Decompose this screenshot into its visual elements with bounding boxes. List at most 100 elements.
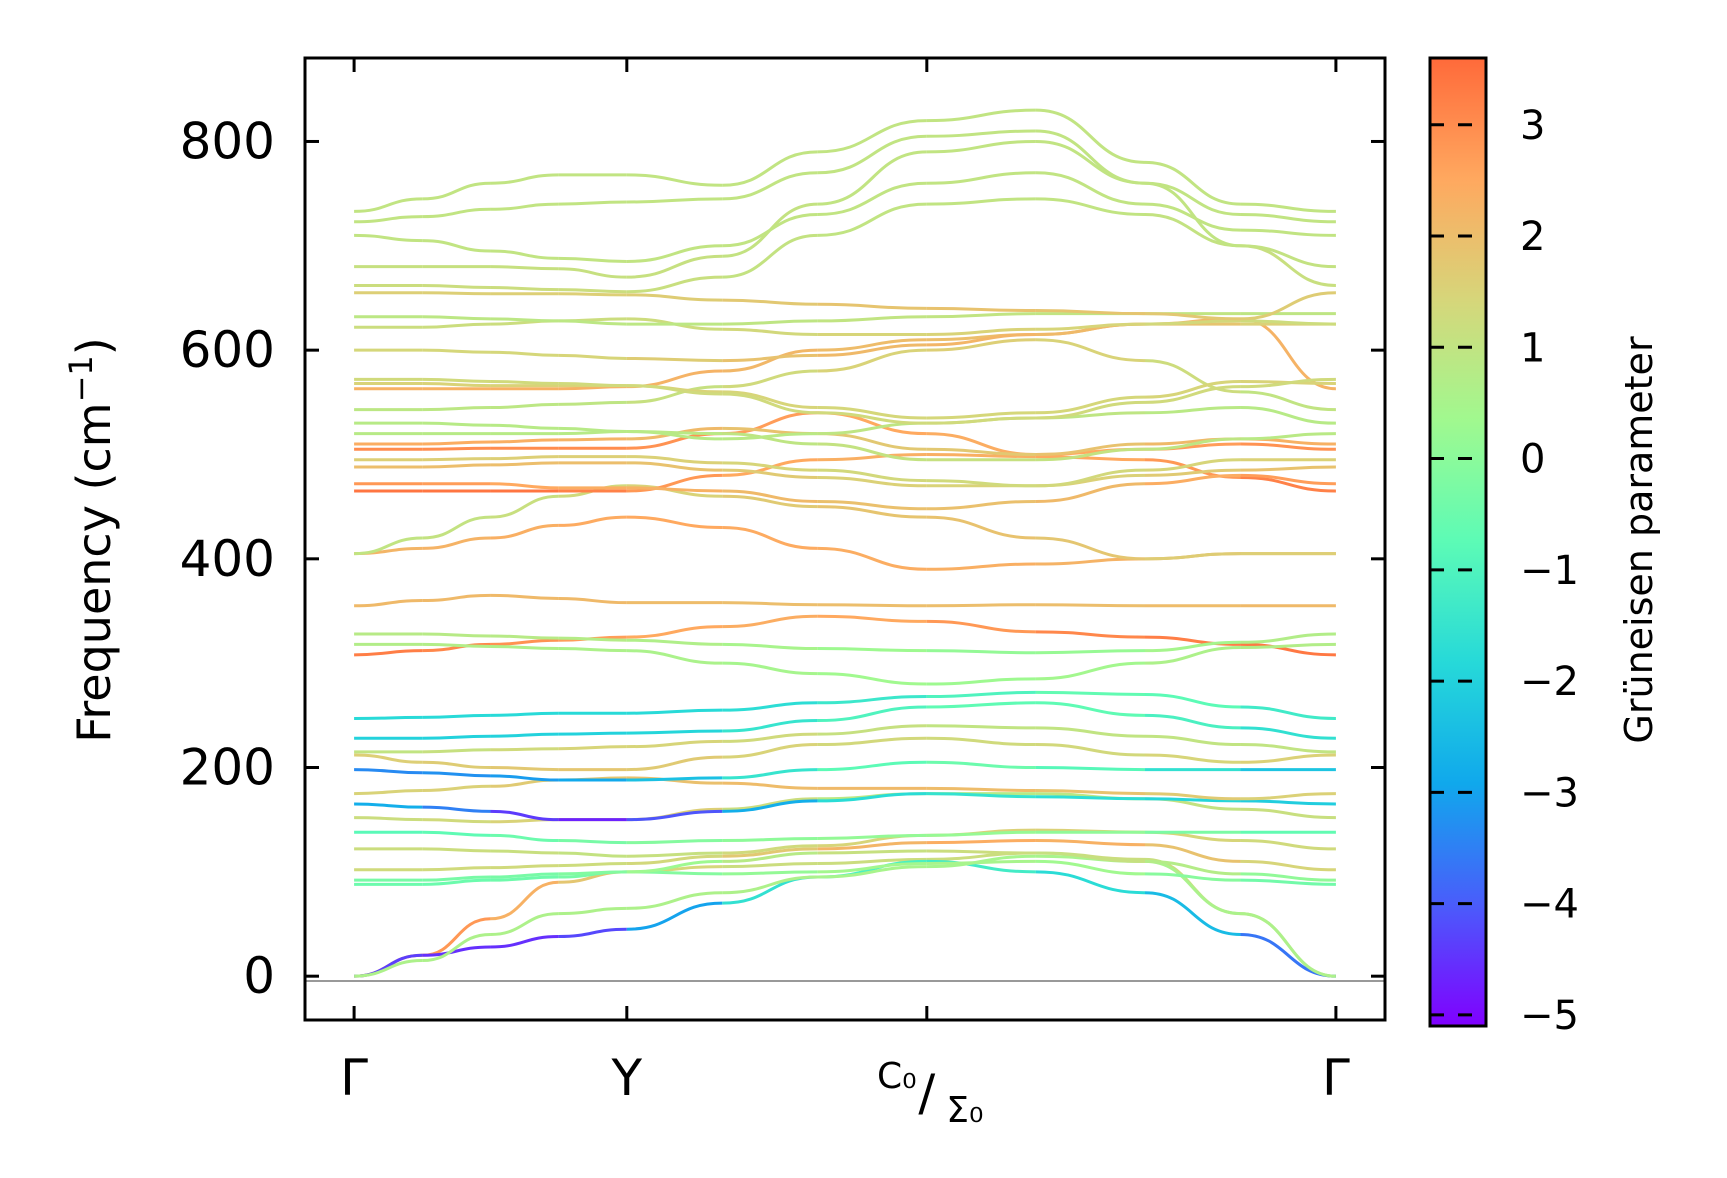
band-4-segment [558, 870, 627, 876]
band-40-segment [926, 171, 1036, 185]
band-40-segment [1035, 171, 1146, 206]
band-26-segment [1240, 442, 1336, 451]
band-15-segment [1144, 692, 1241, 709]
band-14-segment [490, 732, 559, 738]
band-9-segment [722, 799, 818, 813]
band-41-segment [354, 215, 423, 224]
band-15-segment [1240, 705, 1336, 720]
band-4-segment [1035, 851, 1146, 863]
band-1-segment [1144, 891, 1241, 936]
band-21-segment [354, 536, 423, 556]
band-2-segment [1144, 859, 1241, 916]
band-41-segment [422, 207, 491, 219]
band-7-segment [926, 830, 1036, 837]
band-42-segment [490, 173, 559, 185]
band-15-segment [626, 708, 723, 715]
band-40-segment [354, 233, 423, 243]
colorbar-tick-label: −5 [1520, 993, 1579, 1039]
band-40-segment [558, 256, 627, 263]
band-12-segment [1240, 753, 1336, 764]
band-6-segment [1240, 839, 1336, 851]
band-23-segment [722, 489, 818, 503]
band-15-segment [1035, 690, 1146, 696]
band-14-segment [926, 701, 1036, 709]
x-tick-label: Y [611, 1049, 643, 1107]
band-31-segment [817, 338, 927, 352]
band-2-segment [558, 906, 627, 916]
band-17-segment [558, 647, 627, 653]
band-38-segment [626, 275, 723, 294]
band-35-segment [1035, 322, 1146, 331]
band-0-segment [722, 861, 818, 869]
band-42-segment [722, 150, 818, 187]
band-1-segment [1240, 932, 1336, 978]
band-26-segment [422, 446, 491, 451]
band-25-segment [1035, 468, 1146, 488]
band-3-segment [422, 878, 491, 886]
band-17-segment [1240, 642, 1336, 650]
band-38-segment [422, 283, 491, 290]
band-15-segment [817, 695, 927, 705]
band-23-segment [817, 499, 927, 511]
band-37-segment [1144, 312, 1241, 321]
band-34-segment [490, 350, 559, 357]
band-3-segment [926, 859, 1036, 865]
y-axis-title: Frequency (cm−1) [62, 337, 121, 742]
band-25-segment [422, 457, 491, 462]
band-12-segment [1035, 743, 1146, 757]
band-35-segment [926, 327, 1036, 336]
colorbar-tick-label: −3 [1520, 770, 1579, 816]
band-11-segment [354, 768, 423, 775]
band-42-segment [626, 173, 723, 187]
band-9-segment [817, 792, 927, 803]
band-38-segment [817, 202, 927, 237]
band-17-segment [817, 672, 927, 686]
band-32-segment [1035, 395, 1146, 415]
band-1-segment [626, 901, 723, 931]
band-30-segment [926, 338, 1036, 352]
band-33-segment [626, 384, 723, 396]
band-42-segment [1240, 202, 1336, 213]
band-13-segment [490, 747, 559, 752]
band-37-segment [1240, 291, 1336, 321]
y-tick-label: 200 [180, 739, 275, 797]
band-12-segment [722, 743, 818, 759]
band-23-segment [1240, 473, 1336, 486]
band-13-segment [926, 724, 1036, 730]
band-19-segment [558, 596, 627, 605]
band-25-segment [722, 461, 818, 472]
band-10-segment [926, 786, 1036, 792]
band-18-segment [1240, 632, 1336, 644]
x-tick-label: Γ [340, 1049, 368, 1107]
band-17-segment [626, 649, 723, 665]
x-tick-label-slash: / [918, 1064, 935, 1122]
band-37-segment [558, 292, 627, 297]
band-24-segment [1144, 468, 1241, 477]
band-4-segment [490, 872, 559, 879]
band-17-segment [722, 661, 818, 676]
band-6-segment [626, 851, 723, 858]
band-37-segment [422, 291, 491, 296]
band-23-segment [1035, 482, 1146, 503]
band-38-segment [722, 233, 818, 279]
band-14-segment [422, 734, 491, 740]
band-41-segment [558, 200, 627, 206]
band-8-segment [722, 797, 818, 811]
band-14-segment [722, 719, 818, 733]
band-5-segment [558, 861, 627, 868]
x-axis: Γ Y C₀ / Σ₀ Γ [340, 58, 1350, 1131]
band-21-segment [926, 515, 1036, 540]
band-23-segment [490, 482, 559, 490]
band-18-segment [558, 636, 627, 642]
band-41-segment [1035, 129, 1146, 185]
band-19-segment [354, 599, 423, 608]
x-tick-label-bottom: Σ₀ [946, 1090, 983, 1131]
band-12-segment [354, 753, 423, 764]
band-16-segment [817, 614, 927, 623]
band-16-segment [490, 638, 559, 646]
x-tick-label-top: C₀ [877, 1056, 917, 1097]
band-24-segment [422, 463, 491, 469]
band-19-segment [1035, 603, 1146, 608]
band-27-segment [817, 432, 927, 451]
band-30-segment [1240, 390, 1336, 412]
